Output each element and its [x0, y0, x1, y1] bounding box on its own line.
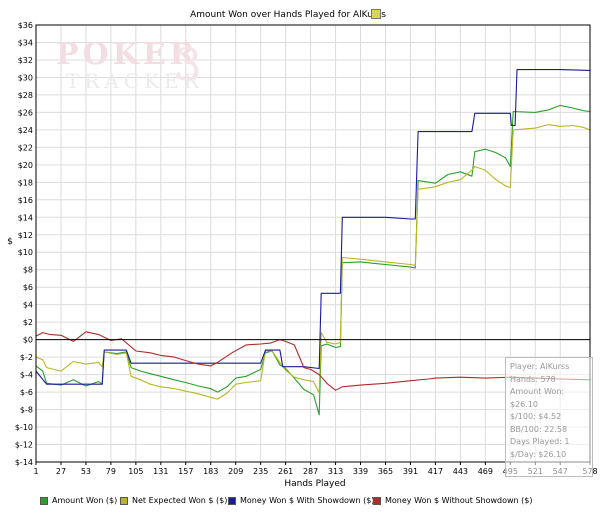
info-player: Player: AlKurss — [510, 362, 570, 371]
x-tick-label: 1 — [33, 467, 38, 476]
x-tick-label: 391 — [403, 467, 418, 476]
y-tick-label: $4 — [23, 301, 33, 310]
series-line-amount-won — [35, 104, 591, 416]
plot-border — [35, 24, 591, 463]
legend-swatch — [228, 496, 236, 505]
y-tick-label: $10 — [18, 248, 33, 257]
legend-swatch — [40, 496, 48, 505]
x-tick-label: 287 — [303, 467, 318, 476]
y-tick-label: $20 — [18, 161, 33, 170]
axes — [35, 24, 591, 463]
info-days-played: Days Played: 1 — [510, 437, 570, 446]
x-tick-label: 157 — [178, 467, 193, 476]
y-tick-label: $8 — [23, 266, 33, 275]
y-tick-label: $16 — [18, 196, 33, 205]
info-per-100: $/100: $4.52 — [510, 412, 562, 421]
y-tick-label: $30 — [18, 73, 33, 82]
x-tick-label: 313 — [328, 467, 343, 476]
info-box: Player: AlKurss Hands: 578 Amount Won: $… — [505, 357, 593, 477]
x-tick-label: 131 — [153, 467, 168, 476]
y-tick-label: $-2 — [20, 353, 33, 362]
series-line-money-won-without-showdown — [35, 331, 591, 391]
legend-swatch — [373, 496, 381, 505]
legend-item-with-showdown[interactable]: Money Won $ With Showdown ($) — [228, 496, 374, 505]
series-layer — [35, 69, 591, 416]
x-tick-label: 469 — [478, 467, 493, 476]
legend-label: Money Won $ With Showdown ($) — [240, 496, 375, 505]
y-tick-label: $-8 — [20, 406, 33, 415]
y-axis-title: $ — [7, 237, 13, 247]
legend-item-net-expected[interactable]: Net Expected Won $ ($) — [120, 496, 227, 505]
plot-area — [36, 25, 590, 462]
x-tick-label: 79 — [106, 467, 116, 476]
info-hands: Hands: 578 — [510, 374, 556, 384]
x-tick-label: 261 — [278, 467, 293, 476]
info-amount-won: Amount Won: $26.10 — [510, 387, 565, 409]
y-tick-label: $36 — [18, 21, 33, 30]
x-tick-label: 183 — [203, 467, 218, 476]
y-tick-label: $24 — [18, 126, 33, 135]
legend-item-without-showdown[interactable]: Money Won $ Without Showdown ($) — [373, 496, 533, 505]
info-per-day: $/Day: $26.10 — [510, 449, 567, 459]
x-tick-label: 339 — [353, 467, 368, 476]
y-tick-label: $6 — [23, 283, 33, 292]
x-tick-label: 105 — [128, 467, 143, 476]
x-tick-label: 209 — [228, 467, 243, 476]
y-tick-label: $-12 — [15, 441, 33, 450]
legend-label: Money Won $ Without Showdown ($) — [385, 496, 533, 505]
legend-item-amount-won[interactable]: Amount Won ($) — [40, 496, 117, 505]
series-line-money-won-with-showdown — [35, 69, 591, 385]
x-tick-label: 27 — [56, 467, 66, 476]
x-tick-label: 443 — [453, 467, 468, 476]
y-tick-label: $-10 — [15, 423, 33, 432]
y-tick-label: $32 — [18, 56, 33, 65]
x-tick-label: 53 — [81, 467, 91, 476]
x-tick-label: 235 — [253, 467, 268, 476]
y-tick-label: $-14 — [15, 458, 33, 467]
x-tick-label: 417 — [428, 467, 443, 476]
grid — [35, 24, 591, 463]
y-tick-label: $22 — [18, 143, 33, 152]
y-tick-label: $0 — [23, 336, 33, 345]
legend: Amount Won ($) Net Expected Won $ ($) Mo… — [40, 496, 600, 510]
y-tick-label: $34 — [18, 38, 33, 47]
x-tick-label: 365 — [378, 467, 393, 476]
y-tick-label: $2 — [23, 318, 33, 327]
y-tick-label: $-6 — [20, 388, 33, 397]
y-tick-label: $-4 — [20, 371, 33, 380]
info-bb-100: BB/100: 22.58 — [510, 424, 568, 434]
legend-label: Amount Won ($) — [52, 496, 118, 505]
chart-title: Amount Won over Hands Played for AlKurss — [190, 10, 386, 20]
y-tick-label: $18 — [18, 178, 33, 187]
y-tick-label: $14 — [18, 213, 33, 222]
series-line-net-expected-won — [35, 124, 591, 400]
legend-label: Net Expected Won $ ($) — [132, 496, 228, 505]
legend-swatch — [120, 496, 128, 505]
y-tick-label: $28 — [18, 91, 33, 100]
x-axis-title: Hands Played — [284, 479, 345, 489]
refresh-icon[interactable] — [371, 9, 381, 19]
y-tick-label: $12 — [18, 231, 33, 240]
y-tick-label: $26 — [18, 108, 33, 117]
